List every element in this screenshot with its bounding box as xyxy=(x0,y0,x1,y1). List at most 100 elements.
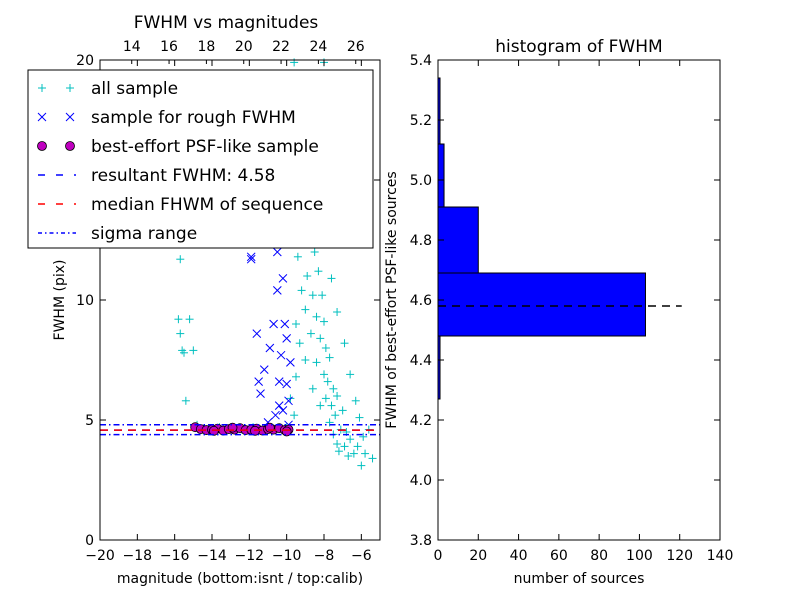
data-point xyxy=(246,252,256,262)
data-point xyxy=(349,449,358,458)
histogram-title: histogram of FWHM xyxy=(495,37,662,57)
legend-entry-all-sample: all sample xyxy=(38,79,178,99)
data-point xyxy=(329,384,338,393)
data-point xyxy=(276,350,286,360)
top-x-tick-label: 16 xyxy=(160,39,178,55)
data-point xyxy=(333,392,342,400)
series-sample-for-rough-fwhm xyxy=(246,209,295,430)
data-point xyxy=(274,377,284,386)
legend-marker-right xyxy=(65,141,75,151)
y-tick-label: 5.2 xyxy=(410,113,432,129)
y-tick-label: 4.6 xyxy=(410,293,432,309)
scatter-marks-group xyxy=(100,58,380,470)
y-tick-label: 5 xyxy=(85,413,94,429)
data-point xyxy=(181,396,190,405)
top-x-tick-label: 22 xyxy=(272,39,290,55)
histogram-bar xyxy=(437,206,479,274)
data-point xyxy=(301,305,310,314)
data-point xyxy=(308,291,317,300)
x-tick-label: −6 xyxy=(351,548,372,564)
data-point xyxy=(292,320,300,328)
scatter-legend: all sample sample for rough FWHM best-effo… xyxy=(27,69,374,249)
data-point xyxy=(318,291,327,300)
scatter-x-axis-label: magnitude (bottom:isnt / top:calib) xyxy=(117,571,363,587)
y-tick-label: 10 xyxy=(76,293,94,309)
data-point xyxy=(353,442,362,451)
top-x-tick-label: 14 xyxy=(123,39,141,55)
data-point xyxy=(254,377,264,386)
histogram-bar xyxy=(437,143,445,208)
top-x-tick-label: 24 xyxy=(309,39,327,55)
x-tick-label: 80 xyxy=(590,548,608,564)
legend-label: sample for rough FWHM xyxy=(91,108,296,128)
y-tick-label: 0 xyxy=(85,533,94,549)
data-point xyxy=(282,379,292,389)
legend-label: resultant FWHM: 4.58 xyxy=(91,166,275,186)
data-point xyxy=(327,274,336,283)
scatter-y-axis-label: FWHM (pix) xyxy=(52,260,68,341)
x-tick-label: −20 xyxy=(85,548,115,564)
data-point xyxy=(308,384,317,393)
y-tick-label: 20 xyxy=(76,53,94,69)
data-point xyxy=(274,401,284,410)
data-point xyxy=(327,401,336,410)
data-point xyxy=(344,452,353,460)
y-tick-label: 4.2 xyxy=(410,413,432,429)
data-point xyxy=(338,406,347,415)
data-point xyxy=(269,319,278,329)
x-tick-label: 100 xyxy=(626,548,653,564)
data-point xyxy=(286,358,295,367)
histogram-x-axis-label: number of sources xyxy=(514,571,645,587)
data-point xyxy=(321,394,330,403)
histogram-ticks-group: 0 20 40 60 80 100 120 140 3.8 4.0 4.2 4.4 4.6 4.8 5.0 5… xyxy=(410,53,734,564)
data-point xyxy=(295,339,304,348)
x-tick-label: −10 xyxy=(272,548,302,564)
data-point xyxy=(259,365,269,374)
data-point xyxy=(256,389,265,398)
x-tick-label: 120 xyxy=(666,548,693,564)
y-tick-label: 3.8 xyxy=(410,533,432,549)
data-point xyxy=(331,411,340,420)
data-point xyxy=(355,413,364,422)
y-tick-label: 4.0 xyxy=(410,473,432,489)
legend-box xyxy=(27,69,374,249)
data-point xyxy=(246,254,256,264)
x-tick-label: 20 xyxy=(469,548,487,564)
data-point xyxy=(176,329,185,338)
data-point xyxy=(316,334,325,343)
legend-entry-sigma-range: sigma range xyxy=(38,224,197,244)
y-tick-label: 4.4 xyxy=(410,353,432,369)
data-point xyxy=(325,353,334,362)
data-point xyxy=(280,319,290,329)
legend-entry-sample-for-rough-fwhm: sample for rough FWHM xyxy=(37,108,296,128)
data-point xyxy=(346,435,355,444)
legend-label: best-effort PSF-like sample xyxy=(91,137,319,157)
top-x-tick-label: 18 xyxy=(197,39,215,55)
data-point xyxy=(333,308,342,316)
data-point xyxy=(340,442,349,451)
top-x-tick-label: 26 xyxy=(347,39,365,55)
histogram-bar xyxy=(437,272,646,337)
data-point xyxy=(301,356,310,364)
data-point xyxy=(361,449,370,458)
legend-marker-right xyxy=(65,112,75,122)
data-point xyxy=(284,396,293,406)
legend-label: all sample xyxy=(91,79,178,99)
data-point xyxy=(252,329,262,338)
data-point xyxy=(278,274,288,283)
legend-entry-median-fhwm-of-sequence: median FHWM of sequence xyxy=(38,195,323,215)
data-point xyxy=(359,432,368,441)
x-tick-label: 140 xyxy=(707,548,734,564)
data-point xyxy=(174,315,183,324)
histogram-y-axis-label: FWHM of best-effort PSF-like sources xyxy=(384,171,400,428)
data-point xyxy=(351,396,360,405)
data-point xyxy=(271,410,280,420)
top-x-tick-label: 20 xyxy=(235,39,253,55)
data-point xyxy=(334,447,343,456)
data-point xyxy=(321,344,330,352)
x-tick-label: −14 xyxy=(197,548,227,564)
x-tick-label: −12 xyxy=(235,548,265,564)
data-point xyxy=(314,267,323,276)
legend-entries-group: all sample sample for rough FWHM best-effo… xyxy=(37,79,323,244)
